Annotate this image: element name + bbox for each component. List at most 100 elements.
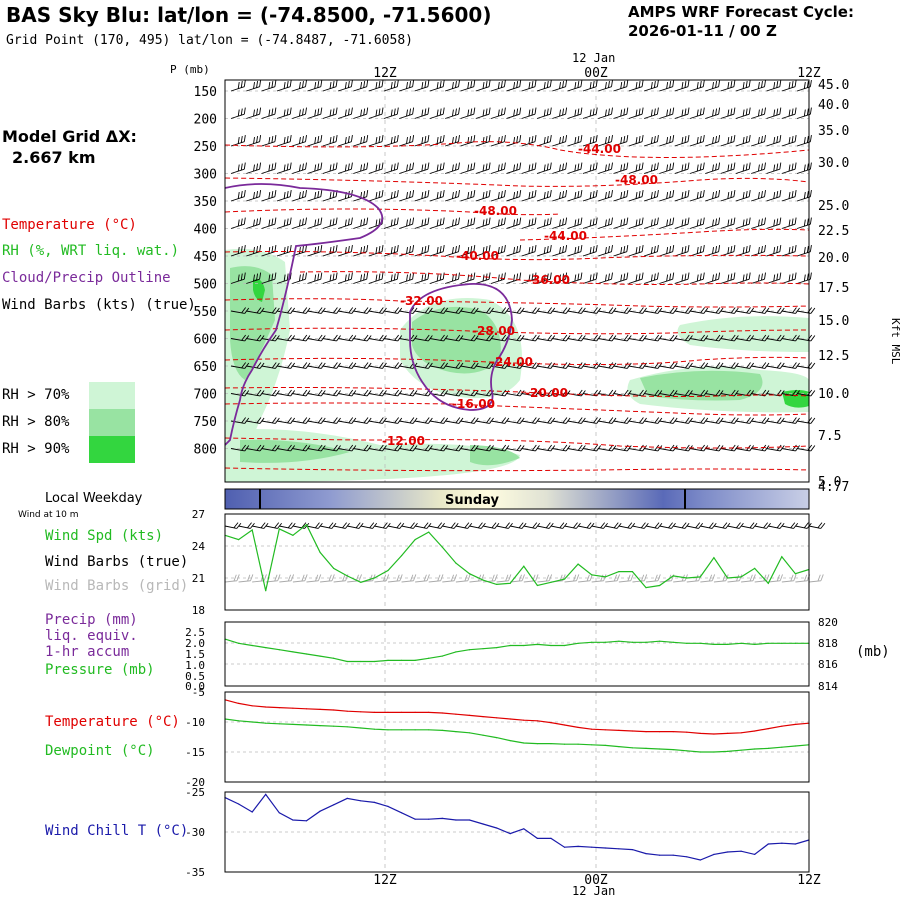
wind-barb — [506, 444, 525, 452]
wind-chill-line-point — [645, 853, 647, 855]
surface-wind-barb — [645, 522, 663, 529]
wind-barb — [598, 162, 613, 174]
pressure-line-point — [278, 649, 280, 651]
wind-barb — [292, 389, 311, 397]
wind-barb — [506, 217, 522, 229]
wind-barb — [705, 244, 721, 257]
wind-chill-line-point — [754, 853, 756, 856]
temperature-line-point — [591, 728, 593, 730]
wind-barb — [705, 189, 721, 202]
temperature-contour-label: -44.00 — [544, 229, 587, 243]
wind-barb — [429, 162, 445, 174]
wind-barb — [490, 217, 506, 229]
wind-barb — [781, 134, 797, 147]
temperature-contour-label: -12.00 — [382, 434, 425, 448]
wind-barb — [689, 217, 705, 229]
wind-barb — [735, 79, 751, 92]
wind-barb — [445, 417, 464, 424]
pressure-line-point — [333, 657, 335, 659]
wind-barb — [338, 417, 357, 424]
temperature-contour-label: -24.00 — [490, 355, 533, 369]
pressure-tick-label: 816 — [818, 658, 838, 671]
wind-barb — [521, 217, 537, 229]
pressure-tick-label: 400 — [194, 223, 217, 238]
wind-barb — [628, 107, 644, 119]
wind-barb — [766, 162, 782, 174]
wind-barb — [322, 79, 338, 92]
dewpoint-line-point — [292, 723, 294, 726]
legend-precip: Precip (mm) — [45, 612, 138, 628]
wind-barb — [399, 134, 415, 147]
temperature-line-point — [672, 731, 674, 733]
wind-barb — [781, 189, 797, 202]
legend-wind-spd: Wind Spd (kts) — [45, 528, 164, 544]
wind-barb — [659, 272, 675, 284]
wind-barb — [399, 417, 418, 424]
date-label-bottom: 12 Jan — [572, 884, 616, 898]
surface-wind-barb — [808, 522, 826, 529]
wind-barb — [506, 134, 522, 147]
legend-wind-chill: Wind Chill T (°C) — [45, 823, 189, 839]
wind-chill-line-point — [699, 859, 701, 861]
time-axis-bottom-label: 00Z — [584, 873, 608, 888]
wind-chill-line-point — [265, 793, 267, 796]
wind-barb — [292, 134, 307, 147]
wind-barb — [598, 217, 613, 229]
surface-wind-barb — [496, 522, 513, 529]
wind-barb — [506, 79, 522, 92]
wind-tick-label: 24 — [192, 540, 206, 553]
wind-barb — [429, 134, 445, 147]
wind-tick-label: 21 — [192, 572, 205, 585]
temperature-line-point — [767, 728, 769, 730]
legend-cloud-outline: Cloud/Precip Outline — [2, 270, 171, 286]
wind-barb — [598, 107, 613, 119]
grid-wind-barb — [632, 574, 648, 583]
pressure-line-point — [563, 644, 566, 647]
wind-chill-line-point — [292, 819, 294, 821]
temperature-contour — [224, 437, 810, 449]
wind-barb — [383, 189, 399, 202]
wind-barb — [368, 307, 387, 314]
wind-barb — [429, 217, 445, 229]
dewpoint-line-point — [441, 729, 443, 732]
wind-barb — [598, 444, 617, 452]
wind-barb — [751, 134, 766, 147]
surface-wind-barb — [727, 522, 744, 529]
wind-barb — [521, 244, 537, 257]
wind-barb — [751, 217, 766, 229]
legend-temperature: Temperature (°C) — [2, 217, 137, 233]
wind-barb — [307, 134, 323, 147]
wind-barb — [628, 217, 644, 229]
wind-barb — [490, 162, 506, 174]
wind-chill-line-point — [577, 845, 579, 848]
wind-barb — [536, 107, 552, 119]
temperature-tick-label: -15 — [185, 746, 205, 759]
legend-barbs-grid: Wind Barbs (grid) — [45, 578, 189, 594]
wind-barb — [536, 417, 556, 424]
wind-speed-line-point — [305, 524, 308, 526]
wind-speed-line-point — [726, 577, 729, 579]
pressure-line-point — [237, 642, 240, 644]
weekday-bar — [224, 488, 810, 510]
wind-barb — [276, 79, 292, 92]
wind-barb — [552, 444, 571, 452]
surface-wind-barb — [632, 522, 649, 529]
wind-barb — [720, 162, 736, 174]
wind-barb — [230, 79, 246, 92]
grid-wind-barb — [564, 574, 580, 583]
pressure-line-point — [713, 643, 715, 646]
wind-barb — [292, 307, 311, 314]
wind-barb — [261, 162, 277, 174]
grid-wind-barb — [496, 574, 512, 583]
wind-barb — [689, 79, 705, 92]
surface-wind-barb — [537, 522, 554, 529]
temperature-line-point — [754, 730, 756, 732]
pressure-tick-label: 818 — [818, 637, 838, 650]
wind-barb — [582, 244, 598, 257]
wind-barb — [460, 79, 476, 92]
wind-barb — [337, 79, 353, 92]
wind-barb — [735, 162, 751, 174]
temperature-line-point — [468, 714, 471, 717]
wind-barb — [781, 444, 800, 452]
wind-barb — [261, 107, 277, 119]
